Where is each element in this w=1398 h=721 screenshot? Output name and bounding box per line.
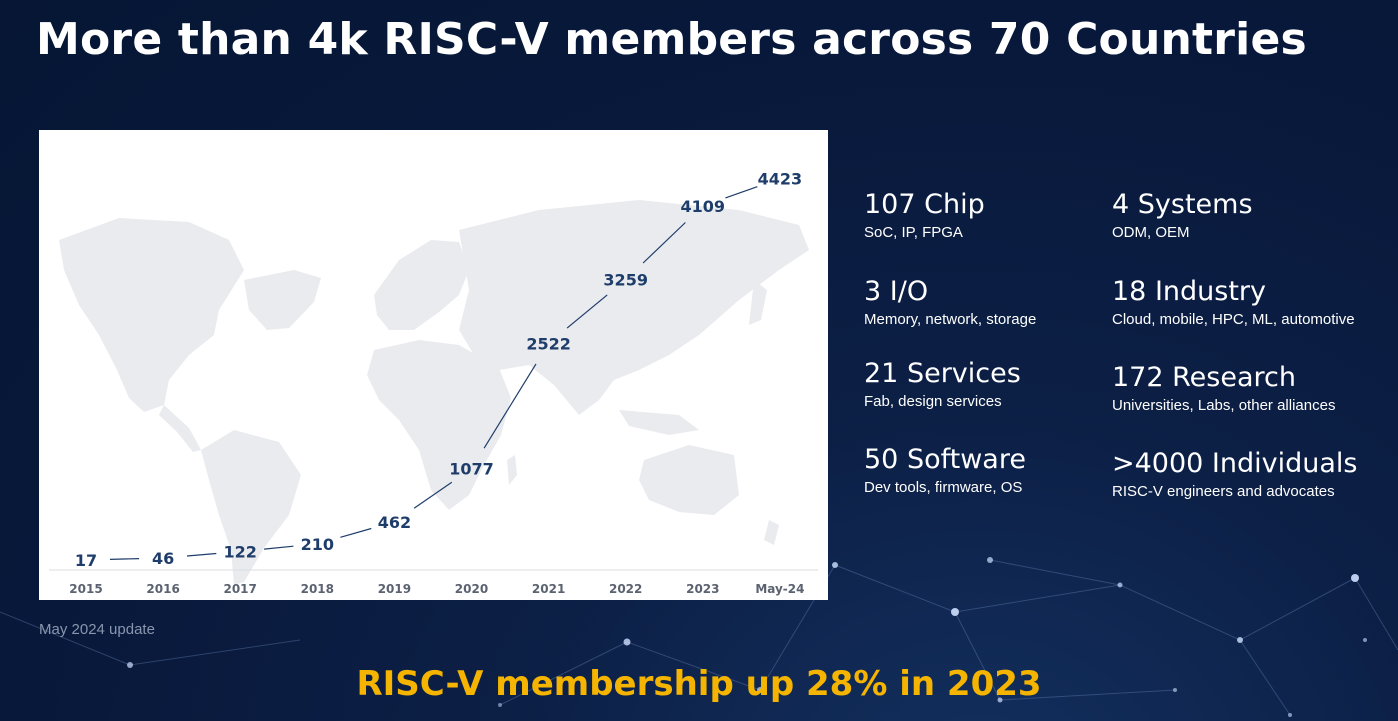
data-label: 462 <box>378 513 411 532</box>
stat-subtitle: RISC-V engineers and advocates <box>1112 483 1335 500</box>
series-line-segment <box>725 186 758 199</box>
stat-title: 4 Systems <box>1112 189 1253 220</box>
x-tick-label: 2016 <box>146 582 179 596</box>
series-layer <box>109 186 758 560</box>
x-tick-label: 2022 <box>609 582 642 596</box>
page-title: More than 4k RISC-V members across 70 Co… <box>36 14 1307 65</box>
stat-industry: 18 Industry Cloud, mobile, HPC, ML, auto… <box>1112 275 1372 328</box>
stat-subtitle: Memory, network, storage <box>864 311 1037 328</box>
stat-subtitle: Cloud, mobile, HPC, ML, automotive <box>1112 311 1355 328</box>
stat-title: 3 I/O <box>864 276 929 307</box>
stat-title: 172 Research <box>1112 362 1296 393</box>
data-label: 2522 <box>526 334 571 353</box>
world-map-background <box>59 200 809 585</box>
headline: RISC-V membership up 28% in 2023 <box>356 664 1042 704</box>
series-line-segment <box>186 552 217 557</box>
series-line-segment <box>413 481 453 509</box>
stat-research: 172 Research Universities, Labs, other a… <box>1112 361 1372 414</box>
x-tick-label: 2017 <box>223 582 256 596</box>
stat-title: 50 Software <box>864 444 1026 475</box>
stat-io: 3 I/O Memory, network, storage <box>864 275 1124 328</box>
series-line-segment <box>566 294 608 329</box>
tick-layer: 2015 2016 2017 2018 2019 2020 2021 2022 2023 May-… <box>69 582 804 596</box>
stat-services: 21 Services Fab, design services <box>864 357 1124 410</box>
x-tick-label: 2018 <box>301 582 334 596</box>
data-label: 17 <box>75 551 97 570</box>
series-line-segment <box>340 527 372 538</box>
stat-subtitle: ODM, OEM <box>1112 224 1190 241</box>
stat-title: 18 Industry <box>1112 276 1266 307</box>
data-label: 122 <box>223 542 256 561</box>
label-layer: 17 46 122 210 462 1077 2522 3259 4109 4423 <box>75 170 802 570</box>
data-label: 4109 <box>681 197 726 216</box>
stat-subtitle: Universities, Labs, other alliances <box>1112 397 1336 414</box>
stat-software: 50 Software Dev tools, firmware, OS <box>864 443 1124 496</box>
membership-stats: 107 Chip SoC, IP, FPGA 4 Systems ODM, OE… <box>864 188 1384 518</box>
series-line-segment <box>483 363 537 449</box>
series-line-segment <box>264 545 294 550</box>
stat-subtitle: Fab, design services <box>864 393 1002 410</box>
stat-title: >4000 Individuals <box>1112 448 1358 479</box>
data-label: 210 <box>301 535 334 554</box>
x-tick-label: 2021 <box>532 582 565 596</box>
series-line-segment <box>109 558 140 560</box>
membership-chart: 17 46 122 210 462 1077 2522 3259 4109 4423 2015 20… <box>39 130 828 600</box>
x-tick-label: 2015 <box>69 582 102 596</box>
series-line-segment <box>642 222 686 264</box>
x-tick-label: 2023 <box>686 582 719 596</box>
x-tick-label: May-24 <box>755 582 804 596</box>
stat-title: 107 Chip <box>864 189 985 220</box>
data-label: 4423 <box>758 170 803 189</box>
stat-title: 21 Services <box>864 358 1021 389</box>
stat-individuals: >4000 Individuals RISC-V engineers and a… <box>1112 447 1372 500</box>
stat-subtitle: Dev tools, firmware, OS <box>864 479 1023 496</box>
x-tick-label: 2019 <box>378 582 411 596</box>
x-tick-label: 2020 <box>455 582 488 596</box>
data-label: 1077 <box>449 460 494 479</box>
stat-subtitle: SoC, IP, FPGA <box>864 224 963 241</box>
update-note: May 2024 update <box>39 621 155 638</box>
stat-chip: 107 Chip SoC, IP, FPGA <box>864 188 1124 241</box>
stat-systems: 4 Systems ODM, OEM <box>1112 188 1372 241</box>
data-label: 46 <box>152 549 174 568</box>
data-label: 3259 <box>603 271 648 290</box>
